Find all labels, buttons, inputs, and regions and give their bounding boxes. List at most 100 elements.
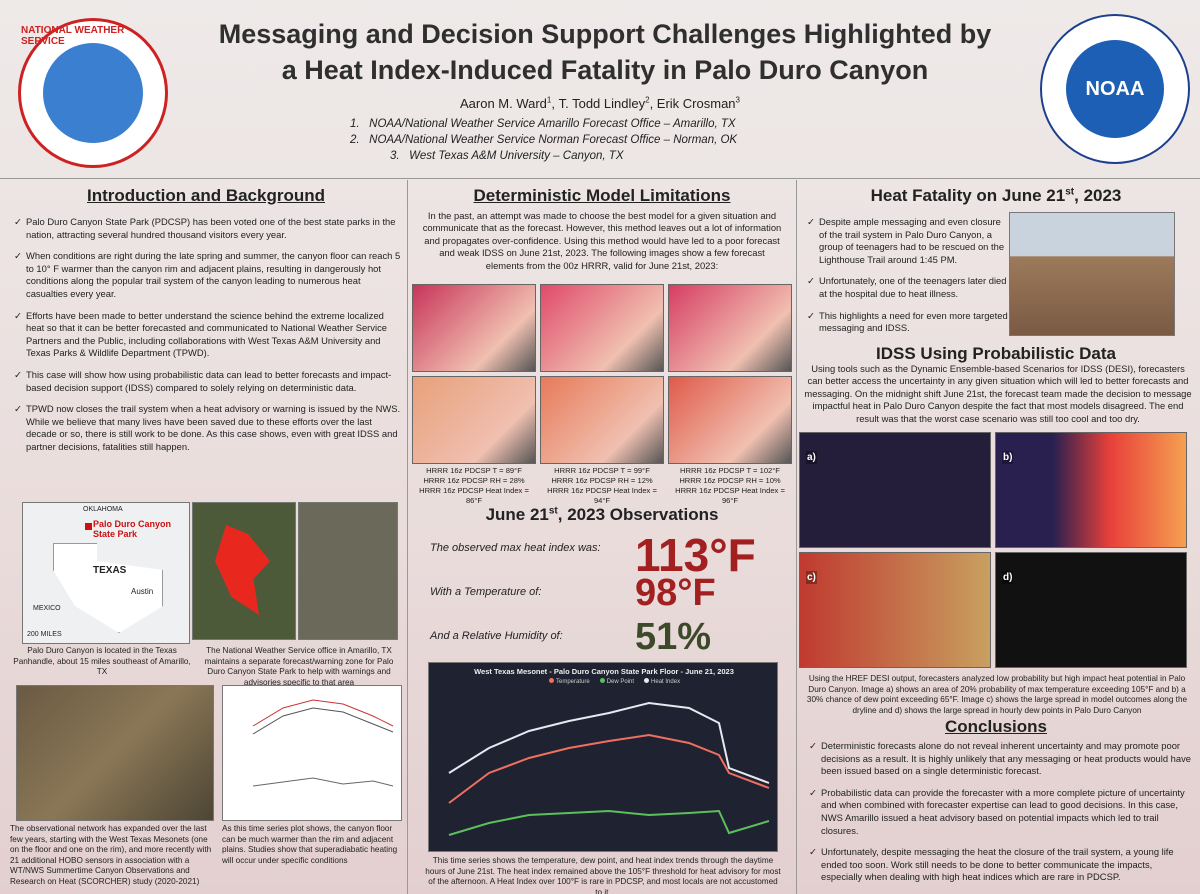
- caption-line: HRRR 16z PDCSP Heat Index = 86°F: [419, 486, 529, 505]
- chart-lines: [448, 701, 770, 836]
- mesonet-chart: West Texas Mesonet - Palo Duro Canyon St…: [428, 662, 778, 852]
- nws-logo-text: NATIONAL WEATHER SERVICE: [21, 25, 125, 47]
- map-label: Austin: [131, 587, 154, 596]
- caption: The National Weather Service office in A…: [204, 646, 394, 687]
- caption-line: HRRR 16z PDCSP T = 102°F: [680, 466, 780, 475]
- observation-row: And a Relative Humidity of: 51%: [430, 616, 790, 658]
- bullet: Unfortunately, one of the teenagers late…: [807, 275, 1009, 300]
- map-label: 200 MILES: [27, 631, 62, 638]
- paragraph: In the past, an attempt was made to choo…: [422, 210, 782, 271]
- divider: [796, 180, 797, 894]
- model-panel: [540, 376, 664, 464]
- time-series-plot: [222, 685, 402, 821]
- observation-label: And a Relative Humidity of:: [430, 630, 563, 642]
- heading: Conclusions: [944, 717, 1047, 736]
- caption: Palo Duro Canyon is located in the Texas…: [13, 646, 191, 676]
- heading: Introduction and Background: [87, 186, 325, 205]
- temperature-line: [448, 733, 770, 804]
- model-panel: [668, 284, 792, 372]
- canyon-photo: [1009, 212, 1175, 336]
- model-panel: [412, 284, 536, 372]
- line: [252, 707, 394, 735]
- legend-label: Temperature: [556, 679, 590, 685]
- idss-images: a) b) c) d): [799, 432, 1193, 672]
- legend-entry: Dew Point: [599, 678, 635, 685]
- heading: IDSS Using Probabilistic Data: [876, 344, 1116, 363]
- panel-caption: HRRR 16z PDCSP T = 102°F HRRR 16z PDCSP R…: [668, 466, 792, 506]
- heading: Heat Fatality on June 21st, 2023: [799, 186, 1193, 206]
- sensor-map: [16, 685, 214, 821]
- author-name: Erik Crosman: [656, 96, 736, 112]
- column-idss: Heat Fatality on June 21st, 2023 Despite…: [799, 180, 1193, 894]
- texas-map: Palo Duro Canyon State Park TEXAS Austin…: [22, 502, 190, 644]
- observation-row: The observed max heat index was: 113°F: [430, 528, 790, 581]
- affiliations: 1. NOAA/National Weather Service Amarill…: [350, 116, 870, 164]
- caption: Using the HREF DESI output, forecasters …: [806, 674, 1188, 715]
- affiliation: 3. West Texas A&M University – Canyon, T…: [390, 150, 624, 162]
- bullet: This highlights a need for even more tar…: [807, 310, 1009, 335]
- chart-title: West Texas Mesonet - Palo Duro Canyon St…: [474, 667, 734, 676]
- bullet: Despite ample messaging and even closure…: [807, 216, 1009, 266]
- noaa-logo-center: NOAA: [1066, 40, 1164, 138]
- model-panel: [668, 376, 792, 464]
- panel-letter: b): [1002, 451, 1014, 464]
- divider: [407, 180, 408, 894]
- dew-point-line: [448, 809, 770, 836]
- title: Messaging and Decision Support Challenge…: [180, 16, 1030, 88]
- observation-value: 113°F: [635, 529, 756, 581]
- bullet: Deterministic forecasts alone do not rev…: [809, 740, 1191, 778]
- author-name: Aaron M. Ward: [459, 96, 547, 112]
- author: Erik Crosman3: [657, 96, 740, 111]
- county-map: [298, 502, 398, 640]
- bullet: When conditions are right during the lat…: [14, 250, 404, 300]
- title-line: a Heat Index-Induced Fatality in Palo Du…: [281, 55, 929, 85]
- idss-panel: a): [799, 432, 991, 548]
- bullet: Efforts have been made to better underst…: [14, 310, 404, 360]
- caption-line: HRRR 16z PDCSP T = 89°F: [426, 466, 522, 475]
- observation-row: With a Temperature of: 98°F: [430, 572, 790, 614]
- caption-line: HRRR 16z PDCSP RH = 28%: [423, 476, 525, 485]
- paragraph: Using tools such as the Dynamic Ensemble…: [804, 363, 1192, 424]
- bullet-list: Palo Duro Canyon State Park (PDCSP) has …: [8, 216, 404, 454]
- model-grid: [412, 284, 794, 464]
- author: T. Todd Lindley2,: [559, 96, 657, 111]
- heat-index-line: [448, 701, 770, 784]
- author: Aaron M. Ward1,: [460, 96, 559, 111]
- heading-text: June 21st, 2023 Observations: [485, 505, 719, 524]
- author-name: T. Todd Lindley: [558, 96, 646, 112]
- model-panel: [540, 284, 664, 372]
- heading: Deterministic Model Limitations: [473, 186, 731, 205]
- heading: June 21st, 2023 Observations: [410, 505, 794, 525]
- separator: ,: [649, 96, 657, 112]
- map-label: Palo Duro Canyon State Park: [93, 519, 172, 539]
- legend-label: Dew Point: [606, 679, 635, 685]
- observation-value: 98°F: [635, 572, 716, 614]
- caption-line: HRRR 16z PDCSP RH = 10%: [679, 476, 781, 485]
- column-models: Deterministic Model Limitations In the p…: [410, 180, 794, 894]
- chart-legend: Temperature Dew Point Heat Index: [549, 678, 690, 685]
- separator: ,: [551, 96, 559, 112]
- caption-line: HRRR 16z PDCSP T = 99°F: [554, 466, 650, 475]
- line: [252, 699, 394, 727]
- noaa-logo: NOAA: [1040, 14, 1190, 164]
- panel-letter: c): [806, 571, 817, 584]
- panel-letter: a): [806, 451, 817, 464]
- author-sup: 1: [546, 96, 552, 105]
- model-panel: [412, 376, 536, 464]
- caption: This time series shows the temperature, …: [425, 856, 781, 894]
- legend-entry: Heat Index: [644, 678, 681, 685]
- author-sup: 3: [735, 96, 740, 105]
- bullet: This case will show how using probabilis…: [14, 369, 404, 394]
- observation-value: 51%: [635, 616, 712, 658]
- map-label: OKLAHOMA: [83, 506, 123, 513]
- heading-text: Heat Fatality on June 21st, 2023: [870, 186, 1122, 205]
- nws-logo: NATIONAL WEATHER SERVICE: [18, 18, 168, 168]
- bullet-list: Deterministic forecasts alone do not rev…: [803, 740, 1191, 893]
- author-sup: 2: [645, 96, 650, 105]
- caption-line: HRRR 16z PDCSP Heat Index = 96°F: [675, 486, 785, 505]
- legend-swatch: [644, 678, 650, 683]
- legend-label: Heat Index: [651, 679, 681, 685]
- idss-panel: c): [799, 552, 991, 668]
- zone-shape: [215, 525, 270, 615]
- panel-letter: d): [1002, 571, 1014, 584]
